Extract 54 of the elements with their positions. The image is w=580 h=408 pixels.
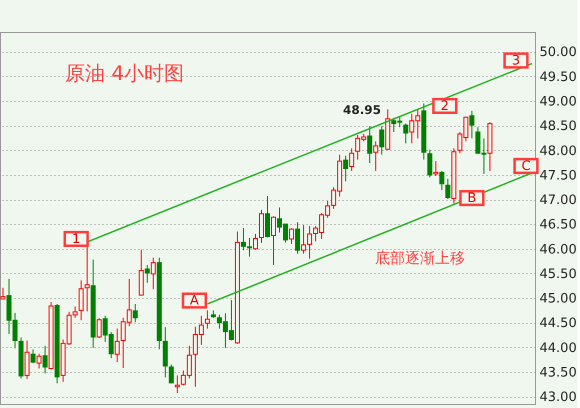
text: 原油 4小时图 — [65, 61, 184, 85]
candlestick — [343, 155, 348, 182]
annotation: A — [190, 294, 199, 309]
candlestick — [469, 110, 474, 139]
candlestick — [295, 222, 300, 254]
y-tick-label: 47.00 — [540, 193, 577, 208]
annotation: B — [467, 191, 476, 206]
candlestick — [349, 148, 354, 172]
annotation: 3 — [512, 54, 520, 69]
y-tick-label: 49.50 — [540, 70, 577, 85]
y-tick-label: 46.50 — [540, 218, 577, 233]
candlestick — [30, 348, 36, 364]
y-tick-label: 46.00 — [540, 242, 577, 258]
annotation: 48.95 — [343, 103, 381, 117]
candlestick — [367, 126, 372, 164]
candlestick — [289, 228, 294, 244]
candlestick — [403, 123, 408, 144]
y-tick-label: 50.00 — [540, 45, 577, 60]
y-tick-label: 44.00 — [540, 340, 577, 356]
candlestick — [445, 178, 450, 200]
candlestick — [271, 216, 276, 266]
candlestick — [24, 340, 30, 380]
candlestick — [150, 257, 156, 290]
y-tick-label: 48.00 — [540, 144, 577, 159]
candlestick — [168, 364, 174, 384]
y-tick-label: 45.50 — [540, 266, 577, 282]
candlestick — [373, 140, 378, 172]
annotation: 1 — [72, 232, 80, 247]
candlestick — [433, 160, 438, 176]
y-tick-label: 48.50 — [540, 119, 577, 134]
candlestick — [78, 280, 84, 321]
annotation: C — [521, 159, 531, 174]
candlestick — [258, 209, 264, 244]
y-tick-label: 43.00 — [540, 390, 577, 406]
candlestick — [132, 303, 138, 323]
candlestick — [427, 149, 432, 178]
candlestick — [36, 353, 42, 370]
y-tick-label: 47.50 — [540, 168, 577, 184]
candlestick — [252, 234, 258, 250]
candlestick — [114, 328, 120, 363]
candlestick — [96, 318, 102, 338]
candlestick — [174, 374, 180, 394]
candlestick — [265, 196, 270, 238]
y-tick-label: 44.50 — [540, 316, 577, 332]
y-tick-label: 45.00 — [540, 292, 577, 307]
y-tick-label: 43.50 — [540, 365, 577, 380]
candlestick — [379, 126, 384, 156]
candlestick — [439, 170, 444, 191]
candlestick — [204, 310, 210, 330]
candlestick — [42, 345, 48, 374]
y-tick-label: 49.00 — [540, 94, 577, 110]
annotation: 2 — [440, 98, 449, 114]
candlestick — [144, 264, 150, 284]
annotation: 底部逐渐上移 — [375, 249, 465, 267]
